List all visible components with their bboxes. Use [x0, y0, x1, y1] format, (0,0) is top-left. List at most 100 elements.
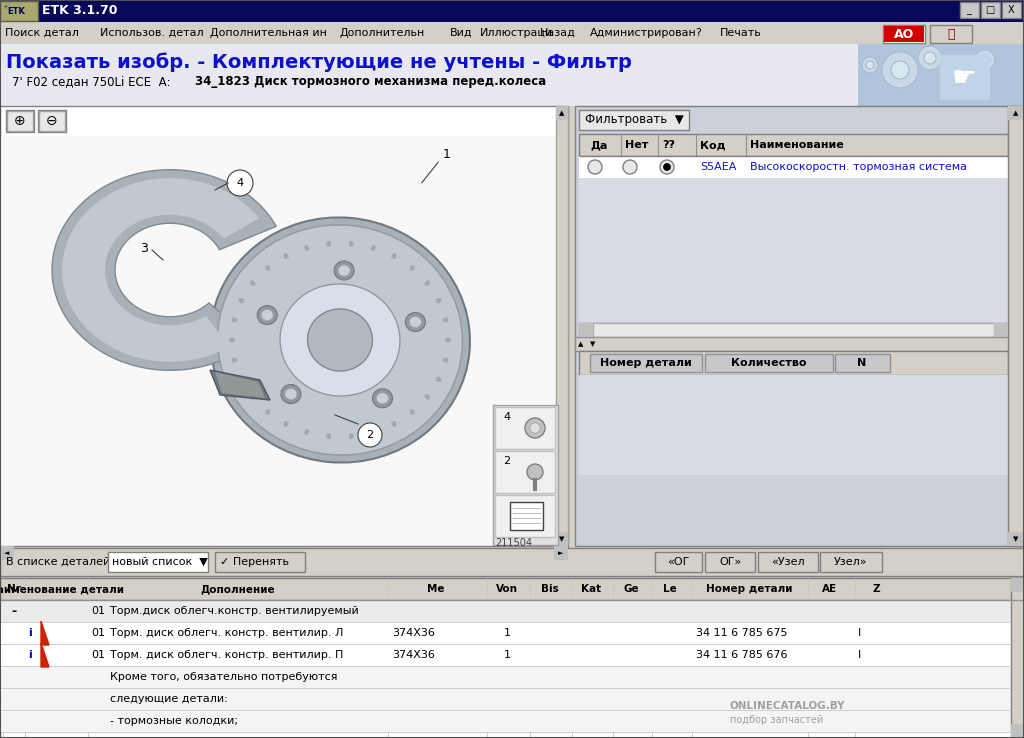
Ellipse shape [410, 265, 415, 271]
Bar [554, 546, 568, 560]
Circle shape [862, 57, 878, 73]
Text: ONLINECATALOG.BY: ONLINECATALOG.BY [730, 701, 846, 711]
Ellipse shape [373, 389, 392, 408]
Ellipse shape [250, 394, 255, 399]
Bar [655, 552, 702, 572]
Bar [0, 44, 1024, 106]
Bar [1011, 724, 1024, 738]
Polygon shape [62, 178, 259, 362]
Text: Поиск детал: Поиск детал [5, 28, 79, 38]
Text: ►: ► [558, 550, 563, 556]
Text: X: X [1008, 5, 1015, 15]
Bar [0, 546, 568, 560]
Text: - тормозные колодки;: - тормозные колодки; [110, 716, 238, 726]
Bar [593, 323, 994, 337]
Text: Использов. детал: Использов. детал [100, 28, 204, 38]
Text: -: - [11, 604, 16, 618]
Text: I: I [858, 650, 861, 660]
Ellipse shape [338, 265, 350, 276]
Ellipse shape [425, 394, 430, 399]
Text: ☛: ☛ [952, 64, 977, 92]
Polygon shape [215, 372, 265, 398]
Bar [1011, 578, 1024, 592]
Circle shape [945, 60, 975, 90]
Text: 7' F02 седан 750Li ECE  А:: 7' F02 седан 750Li ECE А: [12, 75, 174, 89]
Ellipse shape [261, 309, 273, 320]
Text: Узел»: Узел» [835, 557, 867, 567]
Circle shape [664, 164, 671, 170]
Text: Дополнительная ин: Дополнительная ин [210, 28, 327, 38]
Text: Kat: Kat [581, 584, 601, 594]
Bar [0, 688, 1011, 710]
Text: Торм.диск облегч.констр. вентилируемый: Торм.диск облегч.констр. вентилируемый [110, 606, 358, 616]
Ellipse shape [377, 393, 388, 404]
Bar [883, 25, 925, 43]
Text: □: □ [985, 5, 994, 15]
Text: Номер детали: Номер детали [600, 358, 692, 368]
Text: Наименование: Наименование [750, 140, 844, 150]
Bar [579, 178, 1008, 323]
Bar [820, 552, 882, 572]
Ellipse shape [334, 261, 354, 280]
Ellipse shape [257, 306, 278, 325]
Text: 01: 01 [91, 650, 105, 660]
Bar [579, 323, 1008, 337]
Text: 1: 1 [443, 148, 451, 162]
Bar [108, 552, 208, 572]
Bar [940, 55, 990, 100]
Bar [1008, 106, 1024, 546]
Text: «ОГ: «ОГ [667, 557, 689, 567]
Bar [510, 502, 543, 530]
Bar [215, 552, 305, 572]
Text: i: i [28, 628, 32, 638]
Bar [0, 546, 14, 560]
Bar [758, 552, 818, 572]
Text: В списке деталей: В списке деталей [6, 557, 111, 567]
Text: Иллюстраци: Иллюстраци [480, 28, 553, 38]
Text: Bis: Bis [541, 584, 559, 594]
Bar [6, 110, 34, 132]
Bar [0, 1, 38, 21]
Ellipse shape [442, 358, 449, 362]
Ellipse shape [284, 421, 289, 427]
Bar [0, 666, 1011, 688]
Text: AO: AO [894, 27, 914, 41]
Text: ⊕: ⊕ [14, 114, 26, 128]
Ellipse shape [217, 225, 463, 455]
Bar [0, 710, 1011, 732]
Text: 34_1823 Диск тормозного механизма перед.колеса: 34_1823 Диск тормозного механизма перед.… [195, 75, 546, 89]
Ellipse shape [349, 241, 354, 246]
Bar [1002, 2, 1021, 18]
Text: Ge: Ge [624, 584, 639, 594]
Text: Me: Me [427, 584, 444, 594]
Ellipse shape [231, 317, 238, 323]
Circle shape [953, 68, 967, 82]
Text: Дополнительн: Дополнительн [340, 28, 425, 38]
Polygon shape [52, 170, 276, 370]
Ellipse shape [281, 384, 301, 404]
Text: Торм. диск облегч. констр. вентилир. П: Торм. диск облегч. констр. вентилир. П [110, 650, 343, 660]
Bar [930, 25, 972, 43]
Text: Кроме того, обязательно потребуются: Кроме того, обязательно потребуются [110, 672, 338, 682]
Ellipse shape [280, 284, 400, 396]
Text: Номер детали: Номер детали [706, 584, 793, 594]
Bar [1011, 578, 1024, 738]
Text: ▲: ▲ [1014, 110, 1019, 116]
Ellipse shape [349, 433, 354, 439]
Bar [858, 44, 1024, 106]
Text: Количество: Количество [731, 358, 807, 368]
Bar [575, 106, 1024, 546]
Bar [0, 136, 556, 546]
Circle shape [866, 61, 874, 69]
Circle shape [891, 61, 909, 79]
Text: Nr: Nr [7, 584, 20, 594]
Text: Наименование детали: Наименование детали [0, 584, 124, 594]
Text: N: N [857, 358, 866, 368]
Circle shape [527, 464, 543, 480]
Polygon shape [210, 370, 270, 400]
Bar [0, 578, 1024, 600]
Bar [495, 495, 555, 537]
Text: Показать изобр. - Комплектующие не учтены - Фильтр: Показать изобр. - Комплектующие не учтен… [6, 52, 632, 72]
Bar [556, 106, 568, 546]
Ellipse shape [265, 409, 270, 415]
